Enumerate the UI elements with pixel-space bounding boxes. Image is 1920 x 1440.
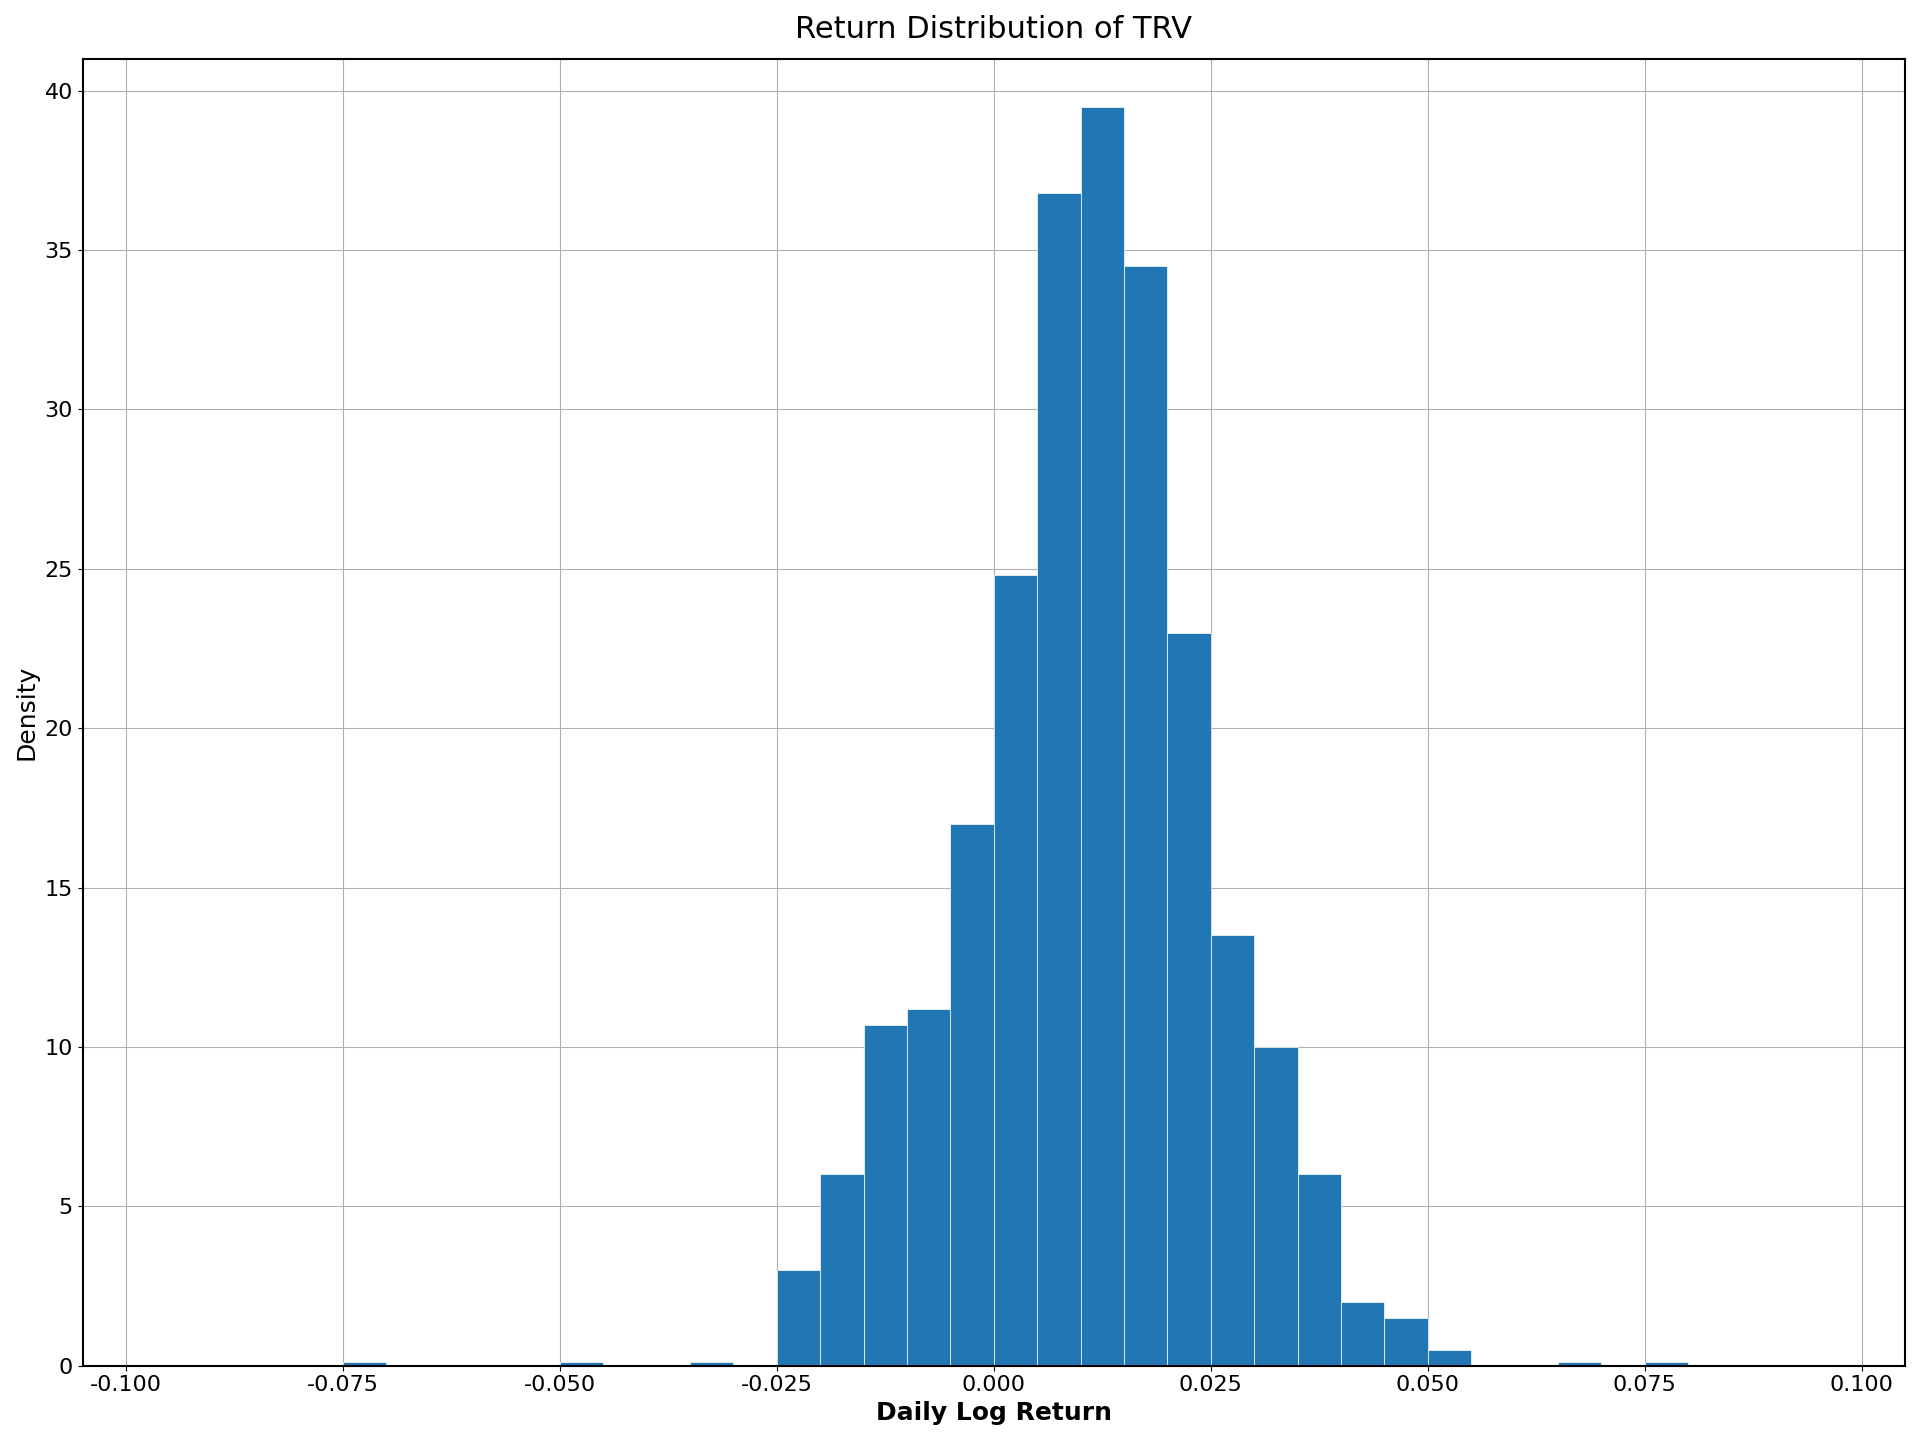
Bar [1340,1302,1384,1365]
Bar [1212,936,1254,1365]
Bar [820,1175,864,1365]
Y-axis label: Density: Density [15,665,38,760]
Title: Return Distribution of TRV: Return Distribution of TRV [795,14,1192,45]
Bar [1123,266,1167,1365]
Bar [1167,632,1212,1365]
Bar [864,1025,906,1365]
Bar [906,1008,950,1365]
Bar [995,575,1037,1365]
Bar [1384,1318,1428,1365]
Bar [1254,1047,1298,1365]
Bar [1557,1362,1601,1365]
X-axis label: Daily Log Return: Daily Log Return [876,1401,1112,1426]
Bar [778,1270,820,1365]
Bar [561,1362,603,1365]
Bar [1428,1349,1471,1365]
Bar [950,824,995,1365]
Bar [1081,107,1123,1365]
Bar [689,1362,733,1365]
Bar [1298,1175,1340,1365]
Bar [1645,1362,1688,1365]
Bar [344,1362,386,1365]
Bar [1037,193,1081,1365]
